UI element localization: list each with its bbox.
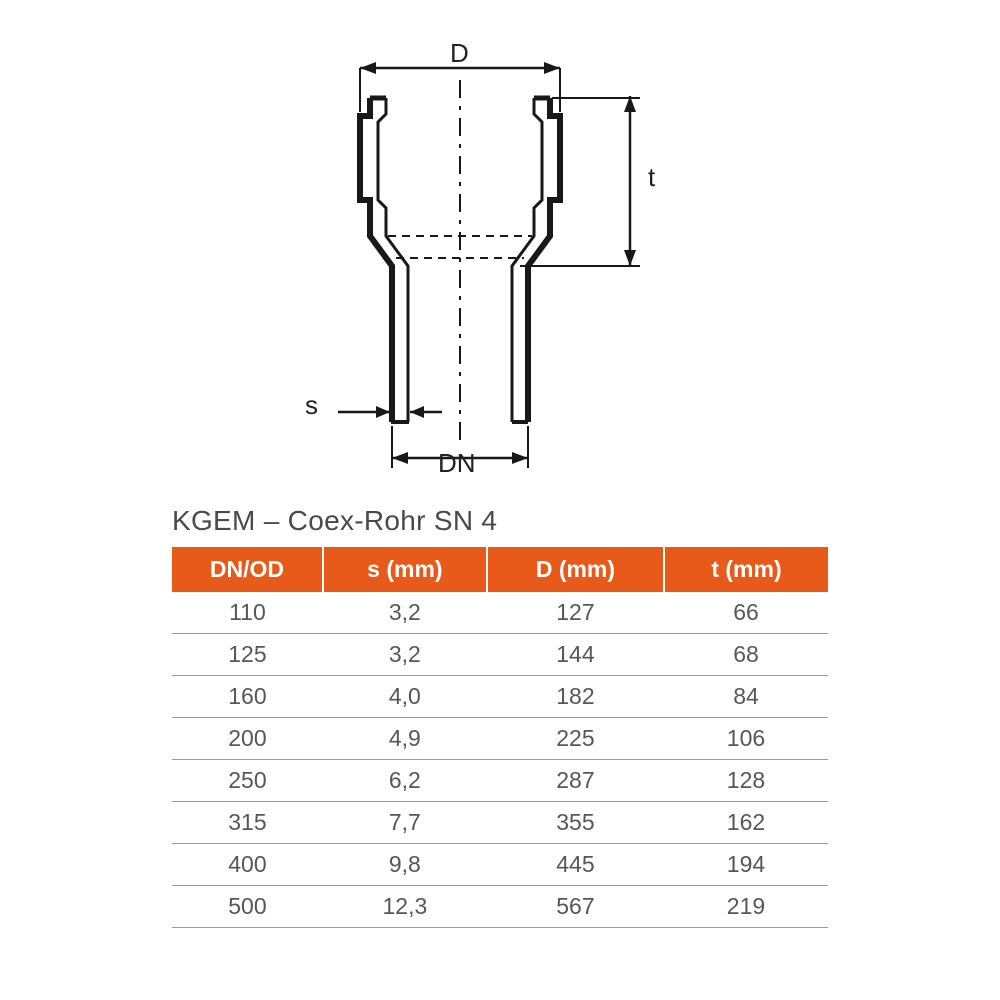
table-cell: 127 xyxy=(487,592,664,634)
table-row: 1103,212766 xyxy=(172,592,828,634)
table-cell: 125 xyxy=(172,634,323,676)
table-cell: 182 xyxy=(487,676,664,718)
table-cell: 110 xyxy=(172,592,323,634)
dim-label-t: t xyxy=(648,162,655,193)
table-cell: 445 xyxy=(487,844,664,886)
spec-table: DN/OD s (mm) D (mm) t (mm) 1103,21276612… xyxy=(172,547,828,928)
table-row: 4009,8445194 xyxy=(172,844,828,886)
col-header: s (mm) xyxy=(323,547,487,592)
table-cell: 84 xyxy=(664,676,828,718)
table-row: 2506,2287128 xyxy=(172,760,828,802)
table-cell: 567 xyxy=(487,886,664,928)
table-cell: 7,7 xyxy=(323,802,487,844)
table-row: 50012,3567219 xyxy=(172,886,828,928)
table-cell: 12,3 xyxy=(323,886,487,928)
table-cell: 194 xyxy=(664,844,828,886)
dim-label-DN: DN xyxy=(438,448,476,479)
col-header: D (mm) xyxy=(487,547,664,592)
table-cell: 128 xyxy=(664,760,828,802)
table-cell: 106 xyxy=(664,718,828,760)
col-header: t (mm) xyxy=(664,547,828,592)
table-cell: 4,0 xyxy=(323,676,487,718)
table-header-row: DN/OD s (mm) D (mm) t (mm) xyxy=(172,547,828,592)
table-cell: 225 xyxy=(487,718,664,760)
table-cell: 66 xyxy=(664,592,828,634)
col-header: DN/OD xyxy=(172,547,323,592)
table-row: 3157,7355162 xyxy=(172,802,828,844)
table-cell: 3,2 xyxy=(323,592,487,634)
table-row: 2004,9225106 xyxy=(172,718,828,760)
table-cell: 3,2 xyxy=(323,634,487,676)
table-row: 1253,214468 xyxy=(172,634,828,676)
table-cell: 162 xyxy=(664,802,828,844)
dim-label-D: D xyxy=(450,38,469,69)
table-cell: 219 xyxy=(664,886,828,928)
table-cell: 68 xyxy=(664,634,828,676)
table-cell: 6,2 xyxy=(323,760,487,802)
table-row: 1604,018284 xyxy=(172,676,828,718)
table-cell: 500 xyxy=(172,886,323,928)
table-title: KGEM – Coex-Rohr SN 4 xyxy=(172,505,828,537)
pipe-diagram: D t s DN xyxy=(0,50,1000,480)
table-cell: 160 xyxy=(172,676,323,718)
table-cell: 250 xyxy=(172,760,323,802)
table-cell: 144 xyxy=(487,634,664,676)
dim-label-s: s xyxy=(305,390,318,421)
table-cell: 355 xyxy=(487,802,664,844)
table-cell: 4,9 xyxy=(323,718,487,760)
table-cell: 287 xyxy=(487,760,664,802)
table-cell: 400 xyxy=(172,844,323,886)
table-cell: 9,8 xyxy=(323,844,487,886)
table-cell: 200 xyxy=(172,718,323,760)
table-cell: 315 xyxy=(172,802,323,844)
